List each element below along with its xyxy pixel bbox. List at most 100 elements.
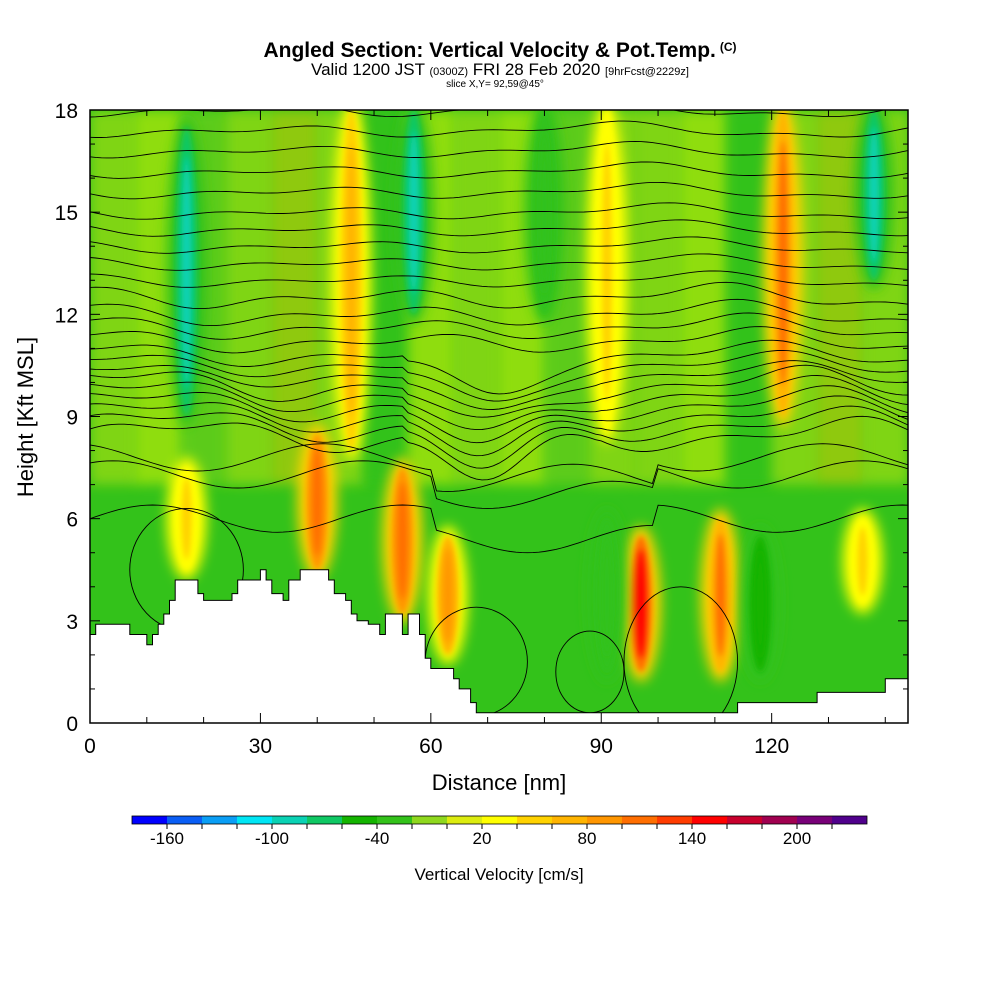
updraft-core bbox=[636, 549, 647, 659]
downdraft-core bbox=[539, 130, 550, 294]
y-tick-label: 15 bbox=[55, 202, 78, 225]
downdraft-core bbox=[868, 127, 879, 264]
theta-contour-closed bbox=[623, 586, 739, 723]
terrain bbox=[90, 569, 908, 723]
theta-contour bbox=[90, 349, 908, 402]
colorbar-swatch bbox=[412, 816, 447, 824]
theta-contour bbox=[90, 270, 908, 288]
downdraft-core bbox=[755, 549, 766, 659]
theta-contour bbox=[90, 253, 908, 271]
vertical-velocity-cells bbox=[166, 110, 894, 682]
theta-contour bbox=[90, 385, 908, 444]
velocity-band bbox=[453, 110, 500, 485]
colorbar-swatch bbox=[727, 816, 762, 824]
y-tick-label: 18 bbox=[55, 100, 78, 123]
downdraft-core bbox=[601, 533, 612, 657]
colorbar-label: 20 bbox=[473, 829, 492, 848]
theta-contour bbox=[90, 281, 908, 310]
y-axis-title: Height [Kft MSL] bbox=[13, 337, 38, 497]
colorbar-swatch bbox=[587, 816, 622, 824]
velocity-band bbox=[680, 110, 728, 485]
colorbar-swatch bbox=[167, 816, 202, 824]
theta-contour-low bbox=[90, 504, 908, 554]
theta-contour bbox=[90, 202, 908, 220]
colorbar-label: 140 bbox=[678, 829, 706, 848]
updraft-core bbox=[715, 533, 726, 657]
chart-subtitle: Valid 1200 JST (0300Z) FRI 28 Feb 2020 [… bbox=[0, 60, 1000, 80]
y-tick-label: 9 bbox=[66, 407, 78, 430]
colorbar-swatch bbox=[657, 816, 692, 824]
colorbar-swatch bbox=[832, 816, 867, 824]
theta-contour-low bbox=[90, 443, 908, 492]
colorbar-swatch bbox=[797, 816, 832, 824]
colorbar-swatch bbox=[482, 816, 517, 824]
updraft-core bbox=[442, 547, 453, 643]
x-tick-label: 0 bbox=[84, 735, 96, 758]
theta-contour bbox=[90, 339, 908, 395]
colorbar-swatch bbox=[202, 816, 237, 824]
updraft-core bbox=[601, 142, 612, 402]
downdraft-core bbox=[408, 130, 419, 294]
theta-contour bbox=[90, 375, 908, 431]
chart-title-text: Angled Section: Vertical Velocity & Pot.… bbox=[263, 39, 716, 62]
y-tick-label: 12 bbox=[55, 304, 78, 327]
colorbar-frame bbox=[131, 815, 868, 825]
updraft-core bbox=[857, 527, 868, 596]
theta-contour bbox=[90, 405, 908, 469]
updraft-core bbox=[778, 140, 789, 386]
valid-time: Valid 1200 JST bbox=[311, 60, 425, 79]
theta-contour bbox=[90, 395, 908, 457]
theta-contour bbox=[90, 181, 908, 200]
x-axis: 0 30 60 90 120 bbox=[84, 110, 886, 758]
theta-contour bbox=[90, 161, 908, 179]
colorbar-swatch bbox=[307, 816, 342, 824]
valid-date: FRI 28 Feb 2020 bbox=[472, 60, 601, 79]
theta-contour bbox=[90, 120, 908, 138]
colorbar-label: -40 bbox=[365, 829, 390, 848]
colorbar-swatch bbox=[342, 816, 377, 824]
x-tick-label: 30 bbox=[249, 735, 272, 758]
velocity-band bbox=[90, 110, 137, 485]
slice-label: slice X,Y= 92,59@45° bbox=[446, 79, 544, 90]
y-tick-label: 0 bbox=[66, 713, 78, 736]
theta-contour bbox=[90, 326, 908, 354]
x-tick-label: 90 bbox=[590, 735, 613, 758]
theta-contour bbox=[90, 360, 908, 410]
colorbar-swatch bbox=[762, 816, 797, 824]
y-tick-label: 3 bbox=[66, 611, 78, 634]
colorbar-swatch bbox=[692, 816, 727, 824]
theta-contour-low bbox=[90, 460, 908, 509]
y-axis: 0 3 6 9 12 15 18 bbox=[55, 100, 908, 736]
updraft-core bbox=[181, 477, 192, 560]
downdraft-core bbox=[181, 155, 192, 388]
theta-contour bbox=[90, 364, 908, 418]
colorbar-label: 80 bbox=[578, 829, 597, 848]
x-tick-label: 120 bbox=[754, 735, 789, 758]
x-tick-label: 60 bbox=[419, 735, 442, 758]
colorbar-swatch bbox=[237, 816, 272, 824]
updraft-core bbox=[312, 447, 323, 557]
updraft-core bbox=[397, 482, 408, 600]
colorbar-label: -100 bbox=[255, 829, 289, 848]
chart-title: Angled Section: Vertical Velocity & Pot.… bbox=[0, 36, 1000, 62]
theta-contour bbox=[90, 312, 908, 340]
colorbar-swatch bbox=[517, 816, 552, 824]
colorbar-swatch bbox=[132, 816, 167, 824]
theta-contour bbox=[90, 141, 908, 159]
valid-utc: (0300Z) bbox=[429, 66, 468, 78]
forecast-label: [9hrFcst@2229z] bbox=[605, 66, 689, 78]
y-tick-label: 6 bbox=[66, 509, 78, 532]
colorbar-swatch bbox=[272, 816, 307, 824]
colorbar-swatch bbox=[377, 816, 412, 824]
colorbar-swatch bbox=[447, 816, 482, 824]
plot-area bbox=[90, 110, 908, 723]
theta-contour bbox=[90, 219, 908, 237]
x-axis-title: Distance [nm] bbox=[432, 770, 567, 795]
colorbar-swatch bbox=[622, 816, 657, 824]
theta-contour bbox=[90, 236, 908, 254]
colorbar-title: Vertical Velocity [cm/s] bbox=[414, 865, 583, 884]
colorbar-label: -160 bbox=[150, 829, 184, 848]
colorbar: -160 -100 -40 20 80 140 200 bbox=[131, 815, 868, 848]
chart-title-units: (C) bbox=[719, 40, 737, 54]
